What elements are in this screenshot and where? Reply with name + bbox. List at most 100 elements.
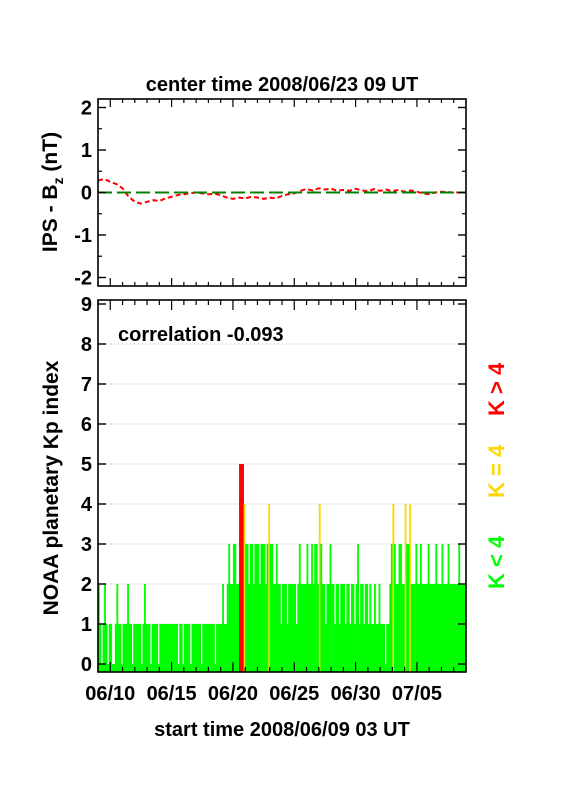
kp-bar [245,544,248,672]
top-plot-area [97,177,466,205]
kp-bar [180,624,183,672]
kp-bar [343,584,346,672]
kp-bar [140,664,143,672]
kp-bar [398,544,401,672]
kp-bar [423,584,425,672]
kp-bar [226,584,229,672]
kp-bar [295,624,298,672]
kp-bar [107,664,110,672]
kp-bar [251,544,254,672]
kp-bar [105,624,108,672]
kp-bar [183,624,186,672]
kp-bar [163,624,166,672]
kp-bar [323,584,326,672]
kp-bar [150,664,152,672]
kp-bar [222,584,225,672]
kp-bar [151,624,154,672]
kp-bar [397,584,399,672]
kp-bar [282,584,284,672]
kp-bar [370,624,373,672]
kp-bar [240,464,243,672]
kp-bar [335,584,338,672]
kp-bar [443,584,445,672]
bottom-y-tick-label: 5 [81,454,92,476]
kp-bar [136,624,139,672]
kp-bar [197,624,200,672]
kp-bar [117,624,120,672]
top-y-axis-label-main: IPS - B [39,184,62,252]
kp-bar [354,624,356,672]
kp-bar [174,624,177,672]
kp-bar [142,624,145,672]
legend-mid: K = 4 [484,444,509,498]
kp-bar [196,624,198,672]
kp-bar [203,624,206,672]
kp-bar [190,664,192,672]
kp-bar [400,544,402,672]
kp-bar [361,584,364,672]
kp-bar [214,664,217,672]
top-panel: 2 1 0 -1 -2 center time 2008/06/23 09 UT IPS… [39,74,467,290]
kp-bar [137,624,140,672]
kp-bar [412,584,415,672]
kp-bar [334,624,336,672]
bottom-y-axis-label: NOAA planetary Kp index [40,360,63,615]
kp-bar [98,584,100,672]
kp-bar [108,624,111,672]
kp-bar [139,624,142,672]
kp-bar [220,624,223,672]
kp-bar [232,544,235,672]
kp-bar [413,584,416,672]
kp-bar [278,584,281,672]
kp-bar [206,624,209,672]
kp-bar [380,624,382,672]
kp-bar [213,624,215,672]
kp-bar [366,584,369,672]
kp-bar [236,584,238,672]
bottom-x-tick-label: 07/05 [392,683,442,705]
kp-bar [262,544,264,672]
kp-bar [131,664,134,672]
kp-bar [199,624,202,672]
kp-bar [407,544,410,672]
kp-bar [228,544,231,672]
legend-high: K > 4 [484,362,509,416]
kp-bar [283,584,286,672]
kp-bar [277,584,280,672]
kp-bar [255,544,258,672]
kp-bar [311,544,313,672]
kp-bar [272,584,275,672]
bottom-x-tick-label: 06/20 [208,683,258,705]
kp-bar [357,544,359,672]
kp-bar [355,584,358,672]
kp-bar [450,584,453,672]
kp-bar [446,584,448,672]
kp-bar [292,584,295,672]
kp-bar [242,464,244,672]
kp-bar [432,584,435,672]
kp-bar [211,624,214,672]
kp-bar [312,584,315,672]
kp-bar [337,584,340,672]
kp-bar [386,624,389,672]
kp-bar [420,544,422,672]
kp-bar [133,624,136,672]
kp-bar [177,664,180,672]
kp-bar [225,624,228,672]
kp-bar [285,584,287,672]
kp-bars [98,464,467,672]
kp-bar [167,624,169,672]
kp-bar [452,584,455,672]
kp-bar [179,624,182,672]
legend-low: K < 4 [484,535,509,589]
kp-bar [317,584,320,672]
top-y-axis-label-sub: z [50,177,66,184]
kp-bar [248,584,251,672]
kp-bar [114,624,117,672]
top-y-tick-label: 0 [81,183,92,205]
bottom-x-axis-label: start time 2008/06/09 03 UT [154,719,410,741]
kp-bar [340,584,343,672]
kp-bar [147,624,149,672]
kp-bar [257,544,260,672]
kp-bar [401,584,404,672]
